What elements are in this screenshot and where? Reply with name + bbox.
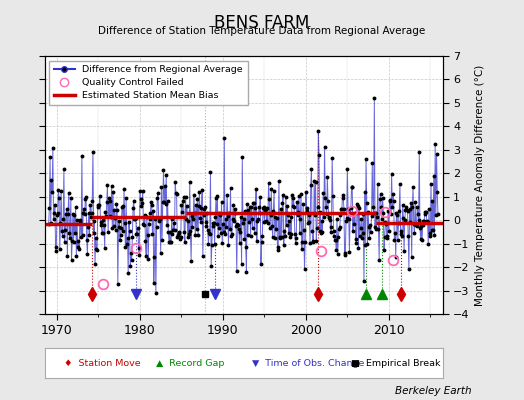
Text: Difference of Station Temperature Data from Regional Average: Difference of Station Temperature Data f… (99, 26, 425, 36)
Text: Berkeley Earth: Berkeley Earth (395, 386, 472, 396)
Y-axis label: Monthly Temperature Anomaly Difference (°C): Monthly Temperature Anomaly Difference (… (475, 64, 485, 306)
Text: ▼  Time of Obs. Change: ▼ Time of Obs. Change (252, 358, 364, 368)
Text: ■  Empirical Break: ■ Empirical Break (351, 358, 441, 368)
Text: ♦  Station Move: ♦ Station Move (64, 358, 141, 368)
Text: BENS FARM: BENS FARM (214, 14, 310, 32)
Legend: Difference from Regional Average, Quality Control Failed, Estimated Station Mean: Difference from Regional Average, Qualit… (49, 61, 248, 105)
Text: ▲  Record Gap: ▲ Record Gap (156, 358, 224, 368)
